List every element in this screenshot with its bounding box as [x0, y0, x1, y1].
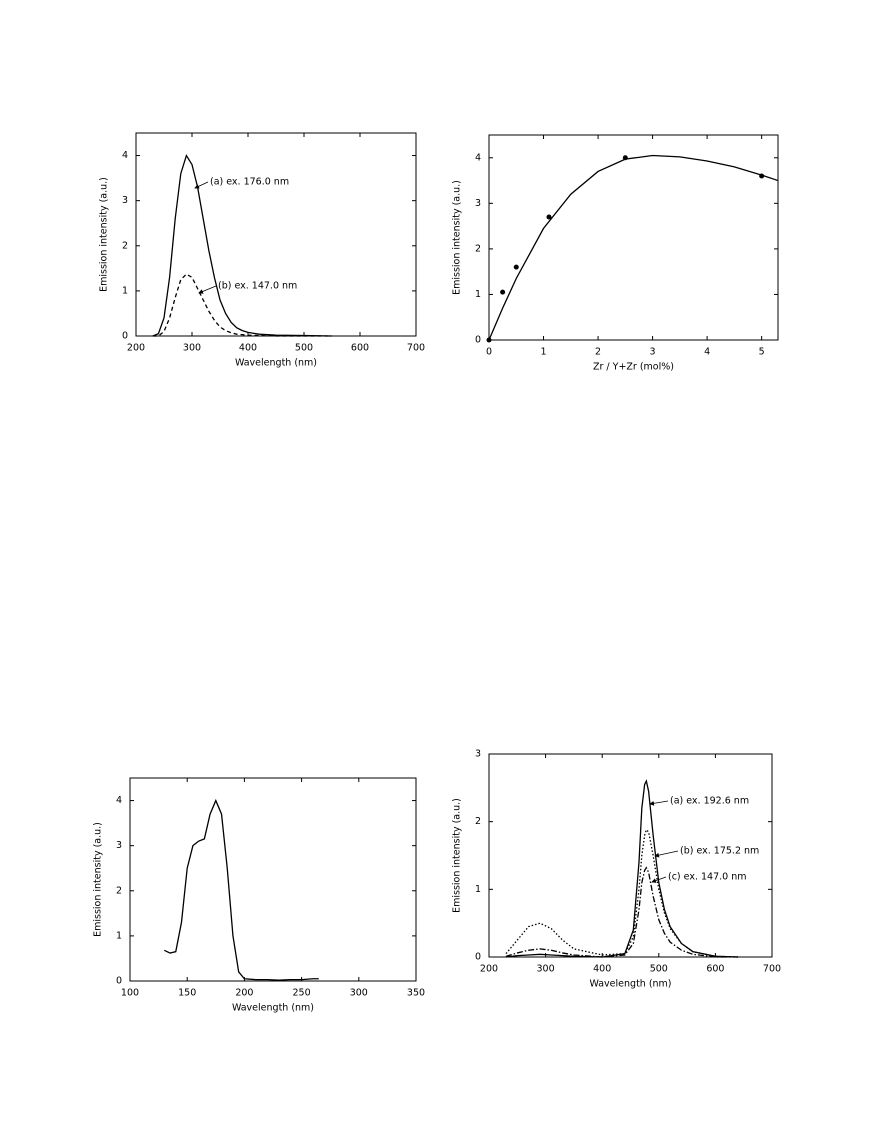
x-tick-label: 250: [293, 988, 311, 999]
x-tick-label: 100: [121, 988, 139, 999]
x-tick-label: 3: [650, 347, 656, 358]
y-tick-label: 0: [116, 976, 122, 987]
y-tick-label: 1: [122, 285, 128, 296]
x-tick-label: 300: [350, 988, 368, 999]
x-tick-label: 700: [763, 964, 781, 975]
y-axis-label: Emission intensity (a.u.): [99, 177, 110, 292]
x-tick-label: 1: [541, 347, 547, 358]
plot-frame: [488, 753, 773, 958]
x-tick-label: 600: [706, 964, 724, 975]
y-tick-label: 1: [475, 884, 481, 895]
y-tick-label: 2: [475, 243, 481, 254]
x-tick-label: 700: [407, 343, 425, 354]
data-line: [505, 866, 739, 958]
x-tick-label: 400: [239, 343, 257, 354]
data-line: [505, 779, 739, 958]
x-tick-label: 400: [593, 964, 611, 975]
data-line: [505, 828, 739, 958]
y-tick-label: 2: [122, 240, 128, 251]
x-axis-label: Wavelength (nm): [589, 979, 671, 990]
y-tick-label: 3: [122, 195, 128, 206]
plot-frame: [135, 132, 417, 337]
annotation: (a) ex. 192.6 nm: [670, 796, 749, 807]
annotation-arrow: [198, 285, 217, 294]
data-line: [488, 154, 779, 341]
x-tick-label: 150: [178, 988, 196, 999]
y-tick-label: 1: [116, 930, 122, 941]
data-line: [152, 273, 332, 337]
x-tick-label: 600: [351, 343, 369, 354]
annotation: (a) ex. 176.0 nm: [210, 177, 289, 188]
annotation: (c) ex. 147.0 nm: [668, 872, 747, 883]
x-tick-label: 200: [480, 964, 498, 975]
x-tick-label: 500: [650, 964, 668, 975]
x-tick-label: 2: [595, 347, 601, 358]
x-tick-label: 500: [295, 343, 313, 354]
annotation: (b) ex. 147.0 nm: [218, 281, 297, 292]
x-tick-label: 200: [235, 988, 253, 999]
y-tick-label: 1: [475, 289, 481, 300]
x-axis-label: Zr / Y+Zr (mol%): [593, 362, 674, 373]
x-tick-label: 4: [704, 347, 710, 358]
x-tick-label: 0: [486, 347, 492, 358]
y-tick-label: 4: [116, 795, 122, 806]
x-tick-label: 5: [759, 347, 765, 358]
x-tick-label: 350: [407, 988, 425, 999]
y-tick-label: 0: [475, 335, 481, 346]
annotation-arrow: [194, 181, 209, 189]
y-tick-label: 0: [475, 952, 481, 963]
y-axis-label: Emission intensity (a.u.): [93, 822, 104, 937]
y-axis-label: Emission intensity (a.u.): [452, 798, 463, 913]
y-tick-label: 0: [122, 331, 128, 342]
data-point: [546, 214, 552, 220]
data-point: [513, 264, 519, 270]
plot-frame: [488, 134, 779, 341]
y-tick-label: 4: [122, 150, 128, 161]
x-axis-label: Wavelength (nm): [232, 1003, 314, 1014]
y-axis-label: Emission intensity (a.u.): [452, 180, 463, 295]
annotation-arrow: [651, 876, 667, 883]
y-tick-label: 4: [475, 152, 481, 163]
y-tick-label: 2: [475, 816, 481, 827]
data-point: [500, 289, 506, 295]
x-tick-label: 300: [183, 343, 201, 354]
y-tick-label: 3: [475, 749, 481, 760]
data-line: [164, 798, 319, 981]
x-tick-label: 300: [537, 964, 555, 975]
plot-frame: [129, 777, 417, 982]
x-tick-label: 200: [127, 343, 145, 354]
x-axis-label: Wavelength (nm): [235, 358, 317, 369]
y-tick-label: 3: [475, 198, 481, 209]
y-tick-label: 2: [116, 885, 122, 896]
annotation-arrow: [649, 800, 669, 806]
data-line: [152, 154, 333, 337]
annotation-arrow: [654, 850, 679, 858]
annotation: (b) ex. 175.2 nm: [680, 846, 759, 857]
y-tick-label: 3: [116, 840, 122, 851]
